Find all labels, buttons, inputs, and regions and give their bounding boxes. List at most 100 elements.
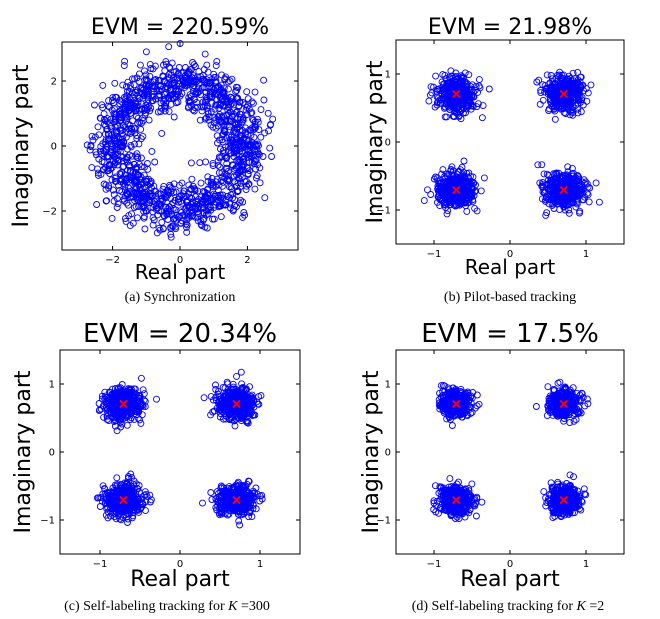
panel-a-point [132, 203, 140, 211]
panel-a-point [143, 160, 151, 167]
panel-a-point [135, 95, 143, 103]
panel-b-point [478, 114, 486, 122]
panel-a-point [147, 65, 155, 72]
panel-a-point [145, 81, 153, 89]
panel-a-point [244, 102, 252, 110]
panel-a-point [233, 86, 241, 94]
panel-a-point [196, 159, 204, 167]
panel-a-point [219, 191, 227, 199]
panel-a-point [133, 132, 141, 140]
panel-a-point [155, 87, 163, 95]
panel-a-point [130, 204, 138, 212]
panel-b-point [536, 100, 544, 108]
panel-d: EVM = 17.5% −1 0 1−101 Real part Imaginary… [359, 319, 625, 614]
panel-a-point [204, 198, 212, 206]
panel-a-point [121, 215, 129, 222]
panel-c-point [237, 368, 245, 376]
panel-a-point [145, 103, 153, 110]
panel-b-point [587, 81, 595, 89]
panel-a-point [140, 207, 148, 215]
panel-a-point [102, 197, 110, 205]
panel-a-point [133, 150, 141, 158]
panel-a-point [162, 208, 170, 215]
panel-a-point [199, 98, 207, 106]
panel-c-points [93, 368, 266, 529]
panel-a-point [119, 131, 127, 139]
panel-a-point [88, 132, 96, 140]
panel-a-point [143, 106, 151, 114]
panel-a-point [142, 109, 150, 117]
panel-a-point [202, 158, 210, 166]
panel-a-point [203, 78, 211, 86]
panel-a-point [157, 108, 165, 115]
panel-a-point [219, 146, 227, 154]
panel-a-point [240, 141, 248, 149]
panel-a-point [124, 78, 132, 86]
panel-a-point [184, 190, 192, 198]
panel-a-point [171, 214, 179, 222]
panel-a-point [212, 101, 220, 109]
panel-a-point [187, 102, 195, 109]
panel-a-point [243, 136, 251, 143]
panel-b-point [460, 157, 468, 165]
panel-b-point [441, 113, 449, 121]
panel-a-ticks: −2 0 2−202 [42, 42, 298, 266]
panel-a-point [229, 162, 237, 170]
panel-a-point [137, 125, 145, 133]
panel-a-caption: (a) Synchronization [125, 290, 236, 305]
panel-a-point [144, 96, 152, 104]
panel-c-xtick-label: 1 [257, 559, 263, 570]
panel-a-point [246, 152, 254, 159]
panel-a-point [214, 192, 222, 199]
panel-a-point [120, 62, 128, 70]
panel-a-point [208, 99, 216, 107]
panel-a-point [234, 94, 242, 102]
panel-a-point [230, 173, 238, 181]
panel-b-point [471, 204, 479, 212]
panel-a-point [101, 163, 109, 171]
panel-c-point [236, 521, 244, 529]
panel-c-ytick-label: −1 [40, 516, 55, 527]
panel-a-point [141, 188, 149, 196]
panel-c-ytick-label: 0 [49, 448, 55, 459]
panel-a-point [162, 99, 170, 107]
panel-a-point [199, 204, 207, 212]
panel-b-ticks: −1 0 1−101 [376, 40, 624, 260]
panel-a-point [229, 194, 237, 202]
panel-a-point [161, 212, 169, 220]
panel-a-point [242, 106, 250, 114]
panel-a-point [234, 156, 242, 164]
panel-b-ylabel: Imaginary part [363, 60, 388, 223]
panel-a-point [222, 73, 230, 81]
panel-a-point [183, 216, 191, 224]
panel-c-caption: (c) Self-labeling tracking for K =300 [64, 599, 270, 614]
panel-a-point [229, 139, 237, 147]
panel-a-point [207, 178, 215, 186]
panel-a-point [160, 211, 168, 219]
panel-a-point [214, 113, 222, 121]
panel-a-point [219, 138, 227, 146]
panel-a-point [212, 124, 220, 132]
panel-a-point [154, 108, 162, 116]
panel-a-point [224, 85, 232, 93]
panel-a-point [131, 75, 139, 83]
panel-a-point [254, 161, 262, 169]
panel-a-point [162, 60, 170, 68]
panel-c-caption-suffix: =300 [237, 599, 269, 614]
panel-b-point [485, 85, 493, 93]
panel-a-point [165, 71, 173, 78]
panel-a-point [158, 194, 166, 202]
panel-a-point [166, 64, 174, 72]
panel-a-point [137, 154, 145, 162]
panel-a-point [162, 58, 170, 66]
panel-a-point [226, 200, 234, 208]
panel-a-point [105, 130, 113, 138]
panel-a-point [98, 101, 106, 109]
panel-a-point [204, 194, 212, 202]
panel-a-point [237, 179, 245, 187]
panel-a-point [135, 140, 143, 148]
panel-c-xlabel: Real part [130, 567, 230, 592]
panel-a-point [128, 89, 136, 97]
panel-a-point [117, 152, 125, 160]
panel-a-point [232, 121, 240, 129]
